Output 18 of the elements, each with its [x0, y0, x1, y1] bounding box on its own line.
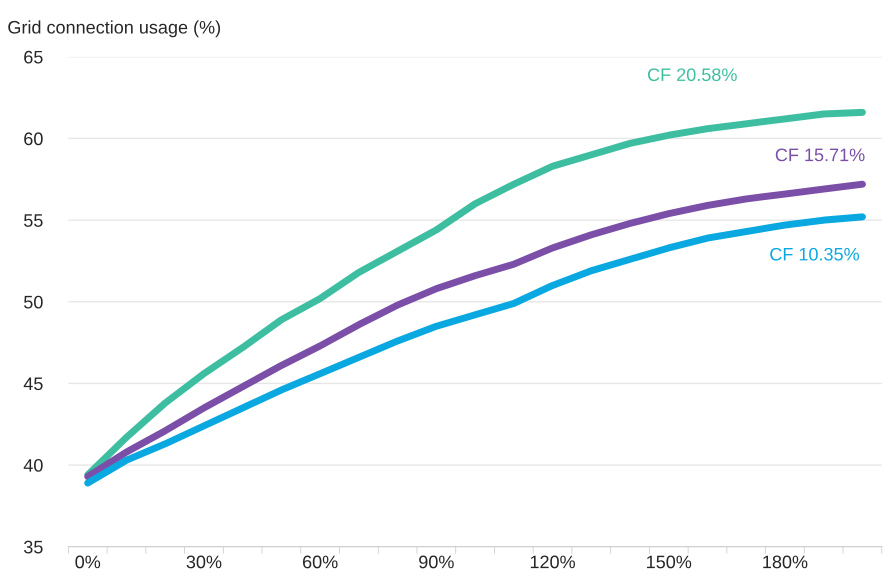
y-tick-label: 35	[24, 540, 43, 554]
y-tick-label: 40	[24, 459, 43, 472]
y-tick-label: 45	[24, 378, 43, 390]
x-tick-label: 150%	[647, 556, 692, 568]
x-tick-label: 30%	[186, 556, 222, 568]
y-tick-label: 65	[24, 50, 43, 64]
x-tick-label: 90%	[419, 556, 454, 568]
x-tick-label: 0%	[75, 556, 100, 568]
y-tick-label: 50	[24, 296, 43, 309]
text: CF 20.58%	[648, 68, 737, 82]
x-tick-label: 60%	[302, 556, 338, 568]
y-axis-title: Grid connection usage (%)	[8, 20, 220, 38]
x-tick-label: 120%	[530, 556, 575, 568]
y-tick-label: 55	[24, 214, 43, 227]
series-label: CF 10.35%	[770, 248, 859, 261]
series-label: CF 15.71%	[776, 148, 865, 162]
x-tick-label: 180%	[763, 556, 808, 568]
y-tick-label: 60	[24, 132, 43, 146]
